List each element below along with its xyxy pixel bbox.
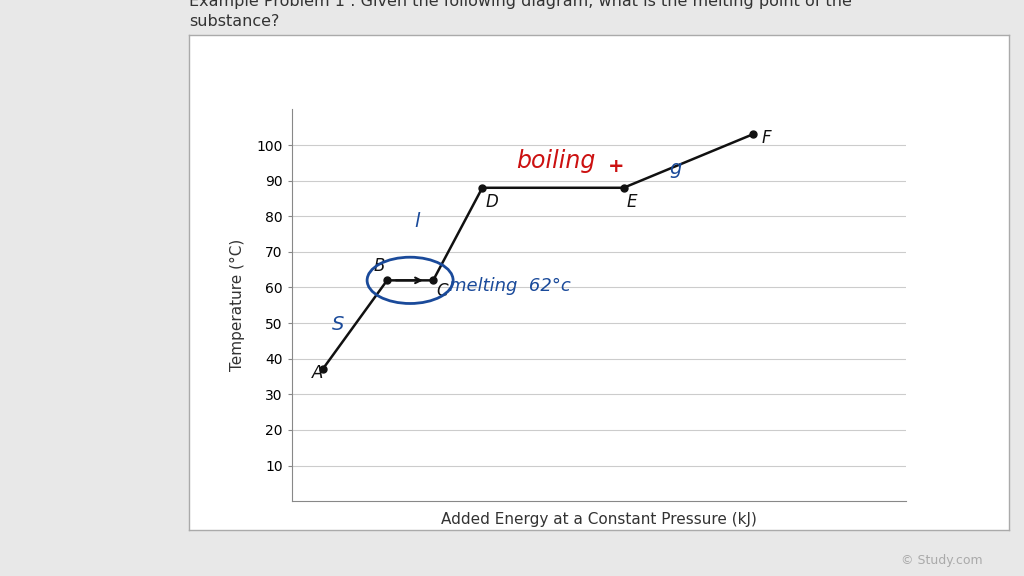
Text: boiling: boiling xyxy=(516,149,596,173)
Text: substance?: substance? xyxy=(189,14,280,29)
Text: E: E xyxy=(627,194,637,211)
Text: l: l xyxy=(415,212,420,231)
Text: melting  62°c: melting 62°c xyxy=(449,277,570,295)
Text: Example Problem 1 : Given the following diagram, what is the melting point of th: Example Problem 1 : Given the following … xyxy=(189,0,852,9)
Text: +: + xyxy=(608,157,625,176)
Text: D: D xyxy=(485,194,498,211)
Text: B: B xyxy=(374,257,385,275)
Text: C: C xyxy=(436,282,447,300)
Text: S: S xyxy=(332,315,344,334)
X-axis label: Added Energy at a Constant Pressure (kJ): Added Energy at a Constant Pressure (kJ) xyxy=(441,512,757,527)
Text: g: g xyxy=(670,158,682,177)
Text: F: F xyxy=(762,129,771,147)
Text: A: A xyxy=(312,364,324,382)
Text: © Study.com: © Study.com xyxy=(901,555,983,567)
Y-axis label: Temperature (°C): Temperature (°C) xyxy=(230,239,246,372)
